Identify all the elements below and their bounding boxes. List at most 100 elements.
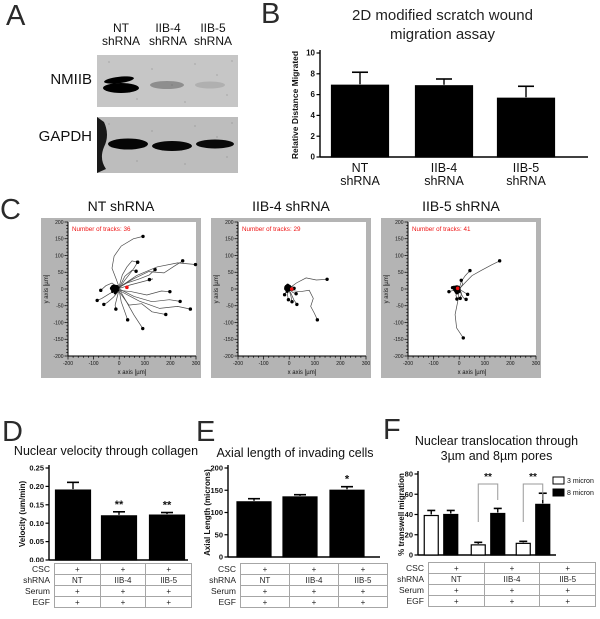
- film-speckle: [184, 101, 186, 103]
- bar: [490, 512, 506, 556]
- significance-stars: **: [163, 500, 172, 512]
- track-endpoint: [468, 268, 472, 273]
- significance-bracket: [477, 483, 499, 522]
- lane-header-iib4-line2: shRNA: [148, 34, 187, 48]
- y-tick-label: 150: [210, 486, 223, 495]
- track-count-annotation: Number of tracks: 36: [72, 226, 131, 233]
- y-tick-label: 100: [225, 253, 234, 259]
- condition-cell: +: [338, 585, 388, 597]
- x-axis-label: x axis [µm]: [458, 370, 487, 376]
- y-tick-label: 0.20: [29, 482, 44, 491]
- y-tick-label: 50: [228, 270, 234, 276]
- bar: [236, 501, 272, 558]
- condition-cell: +: [289, 596, 339, 608]
- cluster-dot: [453, 288, 456, 292]
- condition-cell: IIB-4: [99, 574, 147, 586]
- condition-table-f: CSC + + + shRNA NT IIB-4 IIB-5 Serum + + + EGF + + +: [396, 562, 596, 607]
- film-speckle: [231, 122, 233, 124]
- panel-b-label: B: [261, 0, 281, 30]
- film-speckle: [184, 163, 186, 165]
- condition-cell: IIB-4: [483, 573, 541, 585]
- condition-table-d: CSC + + + shRNA NT IIB-4 IIB-5 Serum + + + EGF + + +: [16, 563, 192, 608]
- y-tick-label: 0.25: [29, 464, 44, 473]
- y-tick-label: -200: [223, 354, 233, 360]
- band-iib4: [152, 141, 192, 151]
- cell-track: [288, 277, 328, 289]
- track-endpoint: [188, 307, 193, 311]
- track-endpoint: [458, 296, 462, 301]
- x-tick-label: 300: [362, 361, 371, 367]
- y-tick-label: -50: [396, 304, 403, 310]
- condition-row: EGF + + +: [16, 596, 192, 608]
- significance-stars: *: [345, 474, 350, 486]
- y-tick-label: 0: [311, 153, 316, 162]
- band-iib4: [150, 81, 184, 89]
- track-endpoint: [99, 288, 103, 293]
- blot-row-label-gapdh: GAPDH: [38, 128, 92, 145]
- film-speckle: [151, 68, 153, 70]
- legend-label: 8 micron: [567, 490, 594, 497]
- y-tick-label: -50: [226, 304, 233, 310]
- chart-d-title: Nuclear velocity through collagen: [13, 444, 199, 458]
- y-tick-label: -200: [393, 354, 403, 360]
- condition-row: shRNA NT IIB-4 IIB-5: [396, 573, 596, 585]
- condition-row-label: Serum: [24, 586, 50, 596]
- lane-header-iib4: IIB-4 shRNA: [146, 22, 190, 48]
- origin-dot: [455, 286, 460, 291]
- x-tick-label: -200: [403, 361, 413, 367]
- y-axis-label: Axial Length (microns): [203, 469, 212, 556]
- y-tick-label: 150: [395, 237, 404, 243]
- condition-row-label: shRNA: [397, 574, 424, 584]
- x-tick-label: 100: [481, 361, 490, 367]
- y-tick-label: 2: [311, 132, 316, 141]
- condition-cell: +: [483, 562, 541, 574]
- condition-cell: NT: [240, 574, 290, 586]
- track-endpoint: [497, 259, 502, 263]
- track-endpoint: [95, 298, 99, 303]
- cell-track: [119, 289, 170, 296]
- band-nt-lower: [103, 83, 139, 93]
- condition-cell: +: [145, 596, 192, 608]
- bar: [282, 496, 318, 558]
- x-category-label: IIB-4: [431, 161, 457, 175]
- condition-cell: +: [145, 585, 192, 597]
- legend-swatch: [552, 476, 565, 485]
- bar: [470, 544, 486, 556]
- condition-cell: +: [539, 562, 596, 574]
- cluster-dot: [284, 287, 288, 291]
- bar: [330, 84, 390, 158]
- trackplot-nt: -200 -150 -100 -50 0 50 100 150 200 -200 -100 0 100 2…: [41, 218, 201, 378]
- condition-cell: +: [54, 596, 101, 608]
- x-tick-label: -100: [429, 361, 439, 367]
- y-tick-label: 4: [311, 111, 316, 120]
- track-endpoint: [180, 259, 185, 263]
- panel-c-label: C: [0, 194, 21, 226]
- cell-track: [290, 289, 318, 320]
- chart-f-title: Nuclear translocation through 3µm and 8µ…: [393, 434, 600, 464]
- y-axis-label: Relative Distance Migrated: [290, 51, 300, 159]
- track-endpoint: [153, 267, 157, 272]
- x-tick-label: -100: [259, 361, 269, 367]
- x-tick-label: 300: [532, 361, 541, 367]
- film-speckle: [136, 98, 138, 100]
- x-tick-label: -200: [233, 361, 243, 367]
- y-tick-label: 80: [405, 470, 413, 479]
- condition-cell: +: [539, 584, 596, 596]
- panel-f-label: F: [383, 414, 401, 446]
- x-tick-label: 200: [336, 361, 345, 367]
- x-tick-label: 200: [166, 361, 175, 367]
- condition-row-label: CSC: [32, 564, 50, 574]
- track-count-annotation: Number of tracks: 41: [412, 226, 471, 233]
- y-tick-label: 50: [398, 270, 404, 276]
- condition-cell: +: [145, 563, 192, 575]
- y-tick-label: -150: [53, 337, 63, 343]
- y-tick-label: 40: [405, 510, 413, 519]
- y-axis-label: y axis [µm]: [44, 274, 50, 303]
- cell-track: [118, 269, 137, 288]
- x-category-label: shRNA: [424, 174, 464, 188]
- cluster-dot: [112, 288, 116, 292]
- legend-label: 3 micron: [567, 478, 594, 485]
- cell-track: [118, 260, 138, 287]
